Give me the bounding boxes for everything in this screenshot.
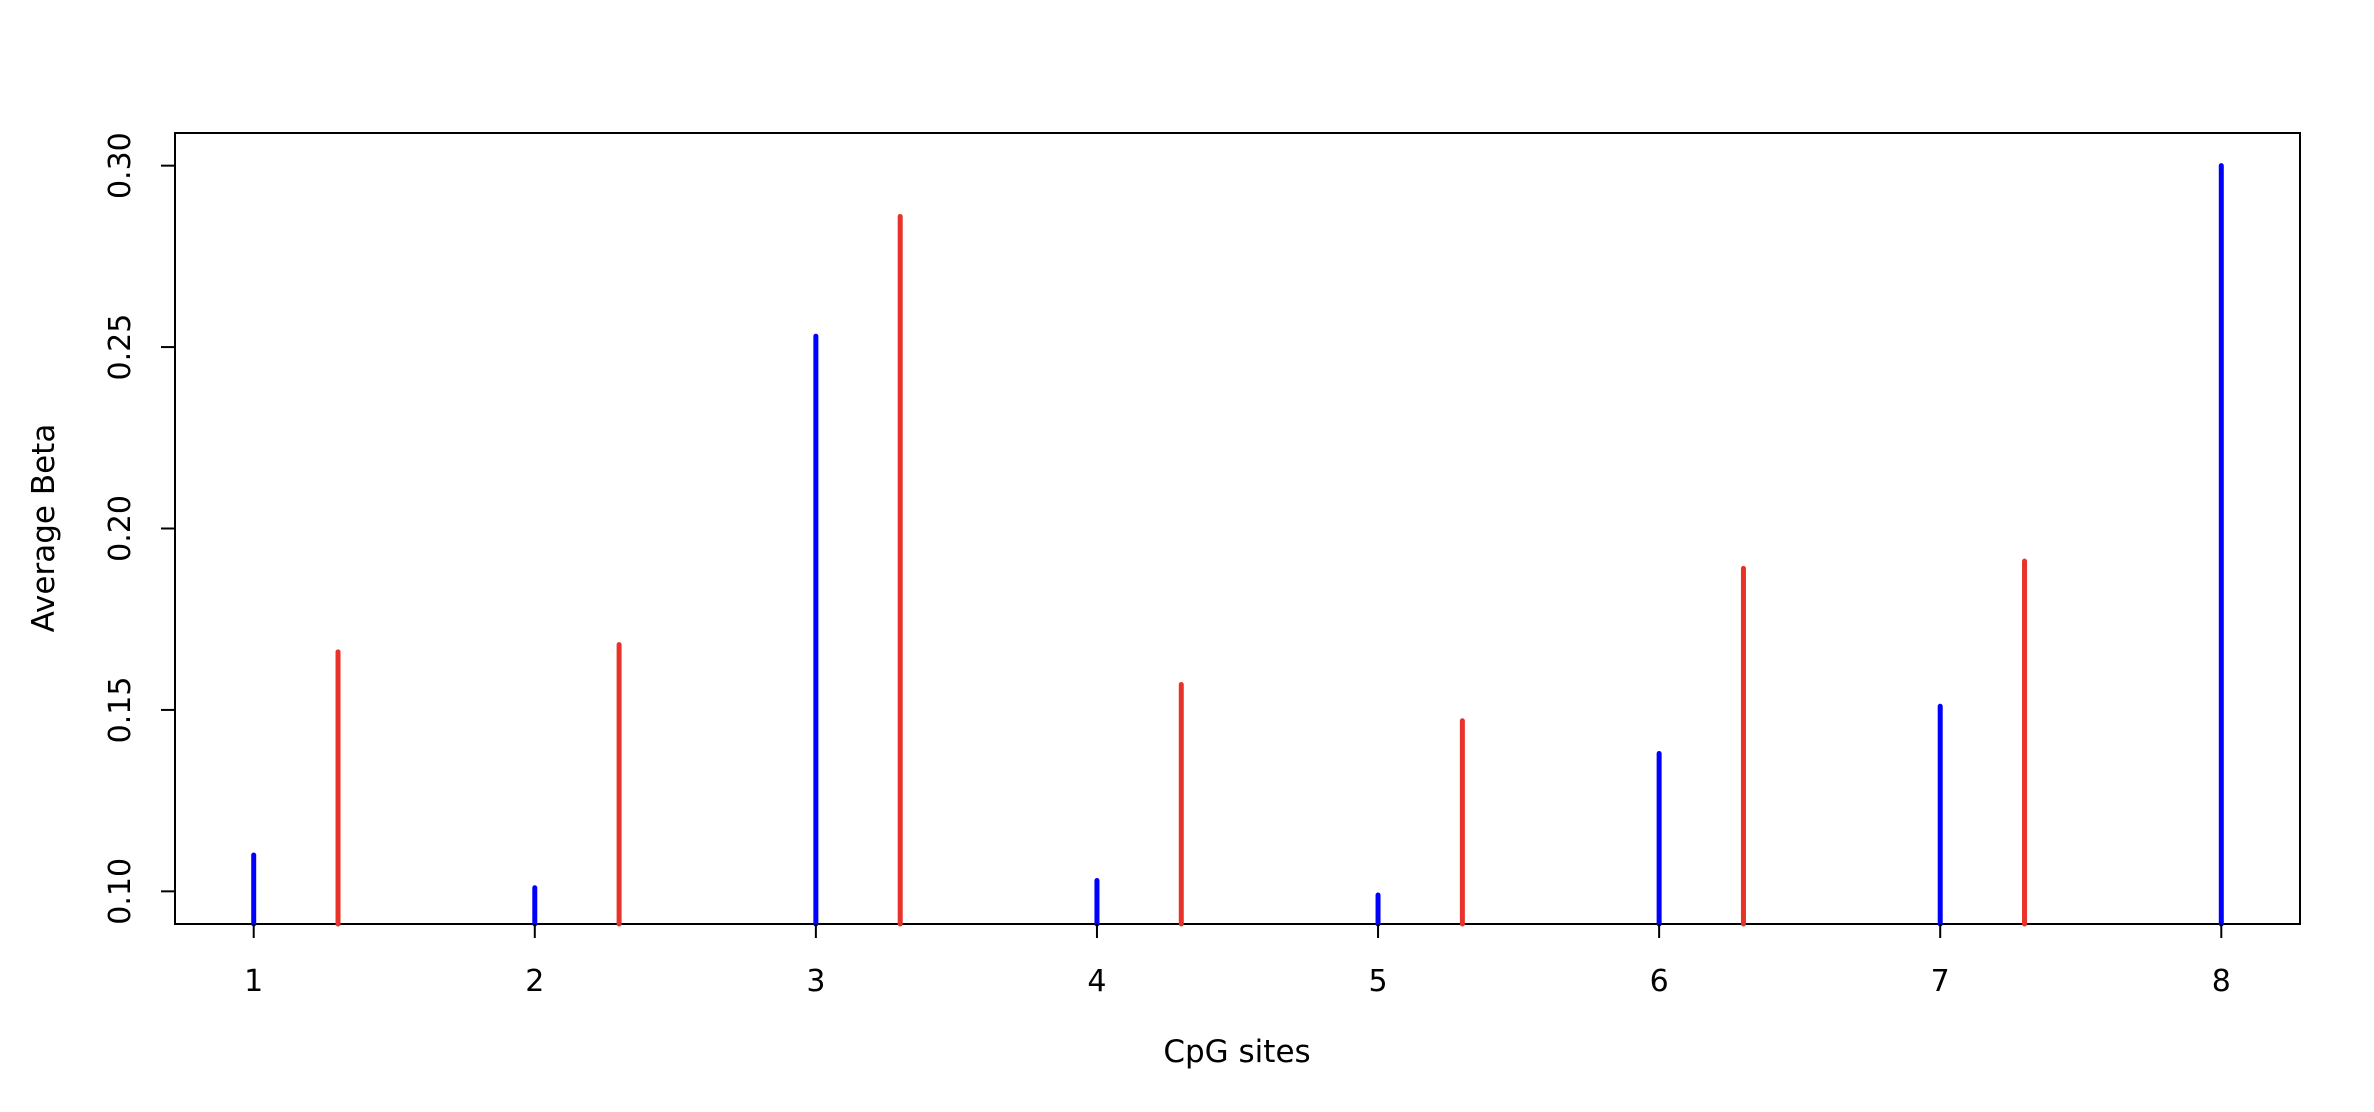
y-tick-label: 0.30 <box>103 132 138 199</box>
x-tick-label: 3 <box>806 964 825 999</box>
x-tick-label: 2 <box>525 964 544 999</box>
x-axis-title: CpG sites <box>1163 1034 1310 1070</box>
y-tick-label: 0.10 <box>103 858 138 925</box>
y-axis-title: Average Beta <box>26 424 62 633</box>
x-tick-label: 1 <box>244 964 263 999</box>
x-tick-label: 8 <box>2212 964 2231 999</box>
x-axis: 1 2 3 4 5 6 7 8 <box>244 924 2231 999</box>
x-tick-label: 5 <box>1368 964 1387 999</box>
y-axis: 0.10 0.15 0.20 0.25 0.30 <box>103 132 175 925</box>
plot-frame <box>174 132 2301 925</box>
chart-marks <box>251 163 2224 927</box>
y-tick-label: 0.20 <box>103 495 138 562</box>
x-tick-label: 4 <box>1087 964 1106 999</box>
y-tick-label: 0.15 <box>103 677 138 744</box>
x-tick-label: 7 <box>1931 964 1950 999</box>
y-tick-label: 0.25 <box>103 314 138 381</box>
x-tick-label: 6 <box>1650 964 1669 999</box>
